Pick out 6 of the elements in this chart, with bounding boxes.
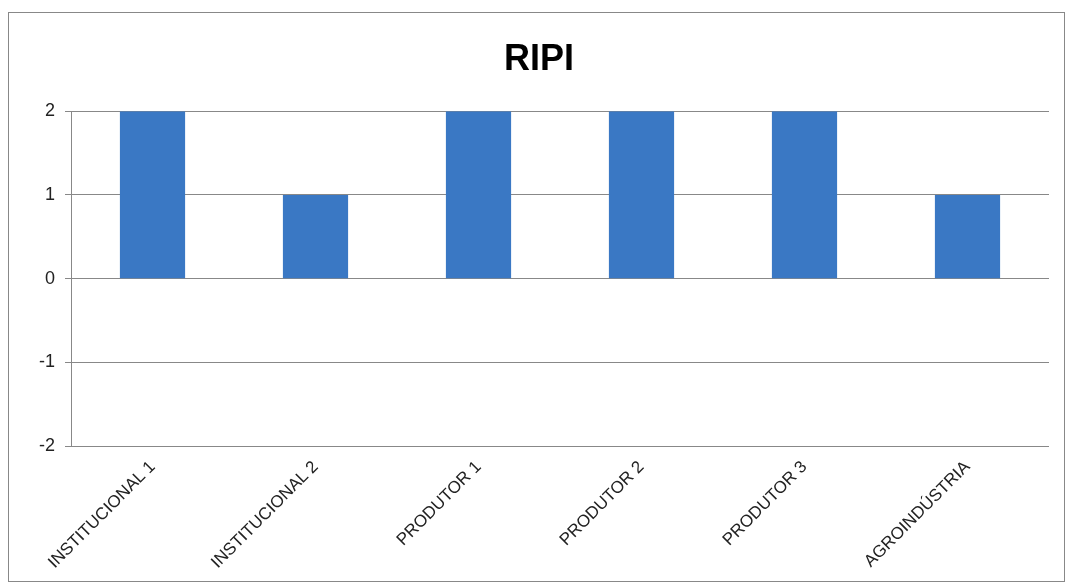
y-tick-label: -1	[38, 351, 55, 372]
y-tick-label: 0	[44, 267, 55, 288]
y-tick-label: 2	[44, 100, 55, 121]
chart-title: RIPI	[503, 36, 575, 78]
y-tick-label: 1	[44, 183, 55, 204]
y-tick-label: -2	[38, 435, 55, 456]
